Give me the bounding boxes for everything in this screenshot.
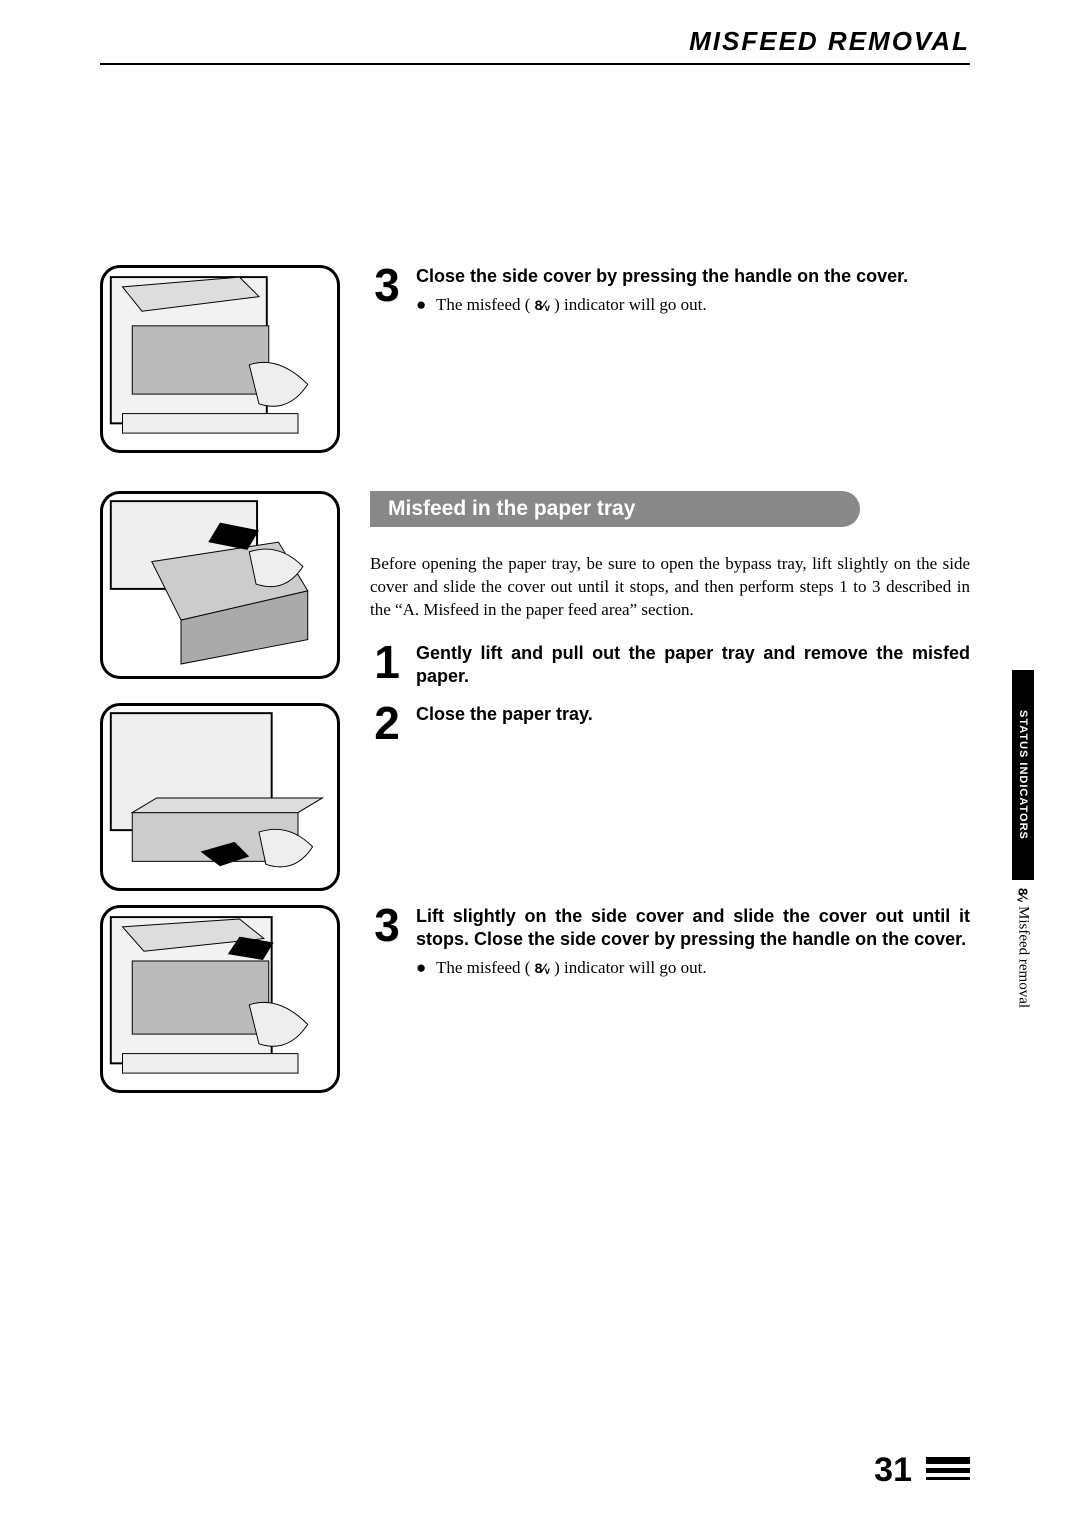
misfeed-jam-icon-2: 8⁄ᵥ <box>535 959 550 978</box>
step-title-1b: Gently lift and pull out the paper tray … <box>416 642 970 689</box>
step-title-2b: Close the paper tray. <box>416 703 970 726</box>
side-tab-sub: 8⁄ᵥ Misfeed removal <box>1015 888 1032 1008</box>
page-header: MISFEED REMOVAL <box>100 26 970 65</box>
section-pill-misfeed-paper-tray: Misfeed in the paper tray <box>370 491 860 527</box>
step-3a-bullet: ● The misfeed ( 8⁄ᵥ ) indicator will go … <box>416 294 970 317</box>
illustration-open-paper-tray <box>100 491 340 679</box>
page-title: MISFEED REMOVAL <box>689 26 970 56</box>
illustration-close-side-cover-2 <box>100 905 340 1093</box>
section-a-step3-row: 3 Close the side cover by pressing the h… <box>100 265 970 453</box>
step-number-3b: 3 <box>370 905 404 946</box>
step-title-3a: Close the side cover by pressing the han… <box>416 265 970 288</box>
side-tab-section: STATUS INDICATORS <box>1012 670 1034 880</box>
bullet-text-pre: The misfeed ( <box>436 295 530 314</box>
step-number-3a: 3 <box>370 265 404 306</box>
misfeed-jam-icon: 8⁄ᵥ <box>535 296 550 315</box>
side-tab-jam-icon: 8⁄ᵥ <box>1016 888 1031 902</box>
page-number-area: 31 <box>874 1451 970 1490</box>
section-b-step2-row: 2 Close the paper tray. <box>100 703 970 891</box>
page-number-bars-icon <box>926 1457 970 1485</box>
page-number: 31 <box>874 1451 912 1490</box>
step-number-1b: 1 <box>370 642 404 683</box>
illustration-close-paper-tray <box>100 703 340 891</box>
section-b-intro: Before opening the paper tray, be sure t… <box>370 553 970 622</box>
section-b-step3-row: 3 Lift slightly on the side cover and sl… <box>100 905 970 1093</box>
section-b-header-row: Misfeed in the paper tray Before opening… <box>100 491 970 689</box>
bullet-text-post-3b: ) indicator will go out. <box>554 958 707 977</box>
step-number-2b: 2 <box>370 703 404 744</box>
bullet-text-pre-3b: The misfeed ( <box>436 958 530 977</box>
bullet-text-post: ) indicator will go out. <box>554 295 707 314</box>
step-title-3b: Lift slightly on the side cover and slid… <box>416 905 970 952</box>
side-tab: STATUS INDICATORS 8⁄ᵥ Misfeed removal <box>1012 670 1034 1008</box>
step-3b-bullet: ● The misfeed ( 8⁄ᵥ ) indicator will go … <box>416 957 970 980</box>
main-content: 3 Close the side cover by pressing the h… <box>100 265 970 1093</box>
side-tab-label: Misfeed removal <box>1015 906 1032 1008</box>
illustration-close-side-cover <box>100 265 340 453</box>
